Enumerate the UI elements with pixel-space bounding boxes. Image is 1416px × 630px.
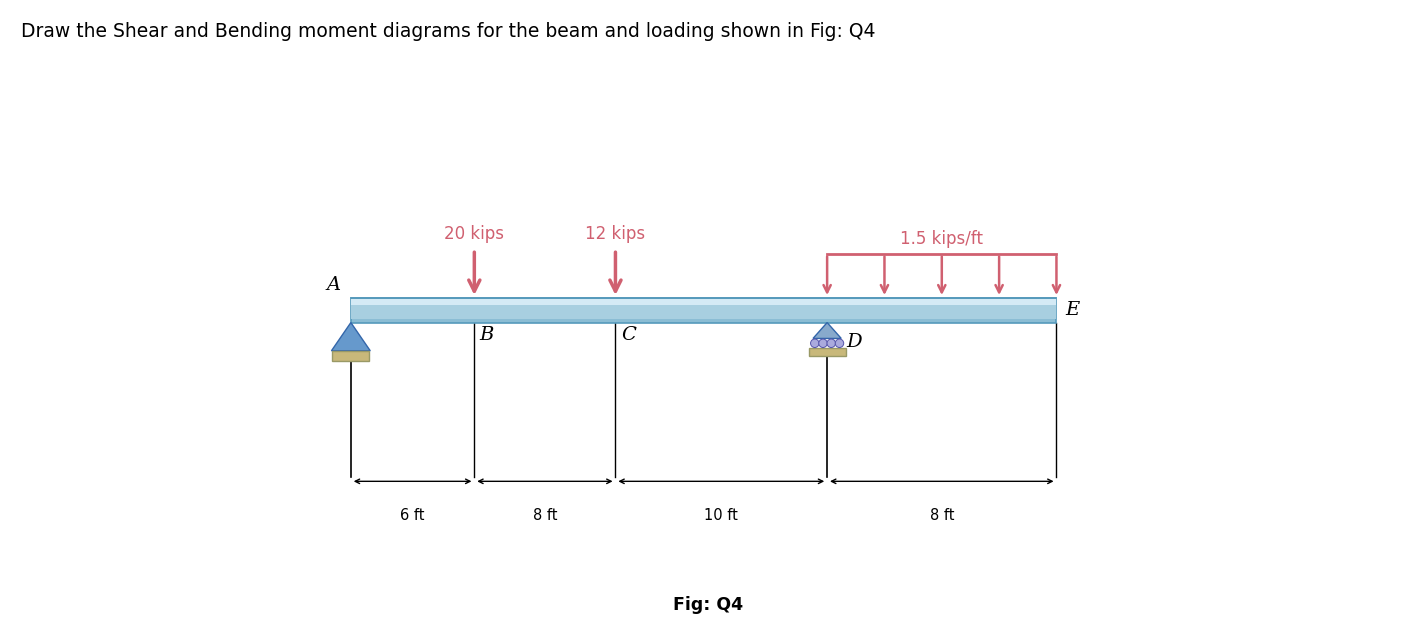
Circle shape bbox=[810, 339, 818, 348]
Bar bbox=[809, 348, 845, 357]
Text: 12 kips: 12 kips bbox=[585, 225, 646, 243]
Text: Draw the Shear and Bending moment diagrams for the beam and loading shown in Fig: Draw the Shear and Bending moment diagra… bbox=[21, 22, 875, 41]
Text: Fig: Q4: Fig: Q4 bbox=[673, 596, 743, 614]
Polygon shape bbox=[331, 323, 370, 351]
Text: 10 ft: 10 ft bbox=[704, 508, 738, 523]
Text: 1.5 kips/ft: 1.5 kips/ft bbox=[901, 229, 983, 248]
Bar bbox=[351, 299, 1056, 305]
Text: 6 ft: 6 ft bbox=[401, 508, 425, 523]
Text: D: D bbox=[847, 333, 862, 351]
Text: 8 ft: 8 ft bbox=[532, 508, 556, 523]
Text: 8 ft: 8 ft bbox=[929, 508, 954, 523]
Bar bbox=[333, 351, 370, 362]
Text: 20 kips: 20 kips bbox=[445, 225, 504, 243]
Text: B: B bbox=[480, 326, 494, 344]
Polygon shape bbox=[813, 323, 841, 338]
Circle shape bbox=[827, 339, 835, 348]
Text: A: A bbox=[326, 277, 340, 294]
Bar bbox=[351, 298, 1056, 323]
Text: E: E bbox=[1065, 301, 1079, 319]
Text: C: C bbox=[620, 326, 636, 344]
Circle shape bbox=[818, 339, 827, 348]
Bar bbox=[351, 302, 1056, 319]
Circle shape bbox=[835, 339, 844, 348]
